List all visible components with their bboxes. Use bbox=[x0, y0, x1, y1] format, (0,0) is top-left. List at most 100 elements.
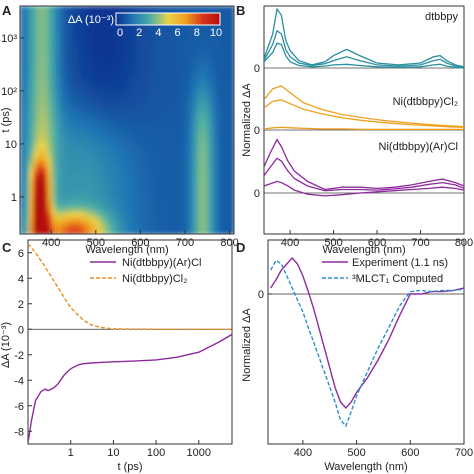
heatmap-cell bbox=[131, 183, 137, 189]
heatmap-cell bbox=[118, 193, 124, 199]
heatmap-cell bbox=[46, 88, 52, 94]
heatmap-cell bbox=[198, 174, 204, 180]
heatmap-cell bbox=[78, 133, 84, 139]
heatmap-cell bbox=[37, 206, 43, 212]
heatmap-cell bbox=[95, 10, 101, 16]
heatmap-cell bbox=[207, 220, 213, 226]
heatmap-cell bbox=[189, 138, 195, 144]
heatmap-cell bbox=[171, 110, 177, 117]
heatmap-cell bbox=[127, 165, 133, 171]
heatmap-cell bbox=[176, 170, 182, 176]
heatmap-cell bbox=[60, 97, 66, 103]
heatmap-cell bbox=[127, 92, 133, 98]
heatmap-cell bbox=[207, 120, 213, 126]
heatmap-cell bbox=[135, 42, 141, 48]
heatmap-cell bbox=[73, 6, 79, 12]
heatmap-cell bbox=[86, 47, 92, 53]
heatmap-cell bbox=[127, 188, 133, 194]
heatmap-cell bbox=[46, 6, 52, 12]
panel-d-plot bbox=[268, 256, 464, 428]
heatmap-cell bbox=[185, 33, 191, 39]
heatmap-cell bbox=[33, 101, 39, 107]
heatmap-cell bbox=[95, 79, 101, 85]
heatmap-cell bbox=[28, 165, 34, 171]
heatmap-cell bbox=[162, 161, 168, 167]
heatmap-cell bbox=[225, 151, 231, 158]
heatmap-cell bbox=[33, 151, 39, 158]
heatmap-cell bbox=[171, 156, 177, 162]
heatmap-cell bbox=[167, 183, 173, 189]
heatmap-cell bbox=[51, 142, 57, 148]
heatmap-cell bbox=[220, 10, 226, 16]
heatmap-cell bbox=[193, 79, 199, 85]
heatmap-cell bbox=[122, 33, 128, 39]
heatmap-cell bbox=[225, 10, 231, 16]
heatmap-cell bbox=[211, 193, 217, 199]
heatmap-cell bbox=[140, 142, 146, 148]
heatmap-cell bbox=[211, 24, 217, 30]
heatmap-cell bbox=[86, 65, 92, 71]
heatmap-cell bbox=[100, 69, 106, 75]
heatmap-cell bbox=[69, 92, 75, 98]
heatmap-cell bbox=[28, 60, 34, 66]
heatmap-cell bbox=[51, 51, 57, 57]
heatmap-cell bbox=[180, 33, 186, 39]
heatmap-cell bbox=[153, 101, 159, 107]
heatmap-cell bbox=[69, 65, 75, 71]
heatmap-cell bbox=[193, 74, 199, 80]
heatmap-cell bbox=[180, 106, 186, 112]
heatmap-cell bbox=[73, 110, 79, 117]
heatmap-cell bbox=[51, 88, 57, 94]
heatmap-cell bbox=[118, 60, 124, 66]
heatmap-cell bbox=[202, 129, 208, 135]
heatmap-cell bbox=[20, 179, 26, 185]
heatmap-cell bbox=[167, 51, 173, 57]
heatmap-cell bbox=[162, 79, 168, 85]
heatmap-cell bbox=[86, 88, 92, 94]
heatmap-cell bbox=[33, 215, 39, 221]
heatmap-cell bbox=[225, 65, 231, 71]
heatmap-cell bbox=[91, 151, 97, 158]
heatmap-cell bbox=[135, 74, 141, 80]
heatmap-cell bbox=[171, 51, 177, 57]
panel-d-ylabel: Normalized ΔA bbox=[241, 308, 253, 382]
heatmap-cell bbox=[60, 101, 66, 107]
heatmap-cell bbox=[122, 37, 128, 44]
heatmap-cell bbox=[229, 129, 234, 135]
heatmap-cell bbox=[78, 170, 84, 176]
heatmap-cell bbox=[64, 88, 70, 94]
heatmap-cell bbox=[46, 147, 52, 153]
heatmap-cell bbox=[162, 110, 168, 117]
heatmap-cell bbox=[202, 69, 208, 75]
heatmap-cell bbox=[82, 106, 88, 112]
heatmap-cell bbox=[162, 37, 168, 44]
heatmap-cell bbox=[113, 133, 119, 139]
panel-b-axes: 0dtbbpy0Ni(dtbbpy)Cl₂0Ni(dtbbpy)(Ar)Cl40… bbox=[254, 11, 473, 249]
heatmap-cell bbox=[220, 188, 226, 194]
heatmap-cell bbox=[144, 60, 150, 66]
heatmap-cell bbox=[51, 65, 57, 71]
heatmap-cell bbox=[158, 47, 164, 53]
heatmap-cell bbox=[162, 211, 168, 217]
heatmap-cell bbox=[207, 147, 213, 153]
heatmap-cell bbox=[33, 220, 39, 226]
heatmap-cell bbox=[144, 129, 150, 135]
heatmap-cell bbox=[33, 174, 39, 180]
heatmap-cell bbox=[24, 79, 30, 85]
heatmap-cell bbox=[131, 151, 137, 158]
heatmap-cell bbox=[198, 138, 204, 144]
heatmap-cell bbox=[122, 42, 128, 48]
heatmap-cell bbox=[51, 28, 57, 34]
heatmap-cell bbox=[216, 28, 222, 34]
heatmap-cell bbox=[78, 165, 84, 171]
heatmap-cell bbox=[82, 74, 88, 80]
spectrum-line bbox=[264, 7, 464, 68]
heatmap-cell bbox=[37, 129, 43, 135]
heatmap-cell bbox=[69, 101, 75, 107]
heatmap-cell bbox=[24, 151, 30, 158]
heatmap-cell bbox=[33, 170, 39, 176]
heatmap-cell bbox=[24, 56, 30, 62]
heatmap-cell bbox=[104, 15, 110, 21]
heatmap-cell bbox=[135, 33, 141, 39]
